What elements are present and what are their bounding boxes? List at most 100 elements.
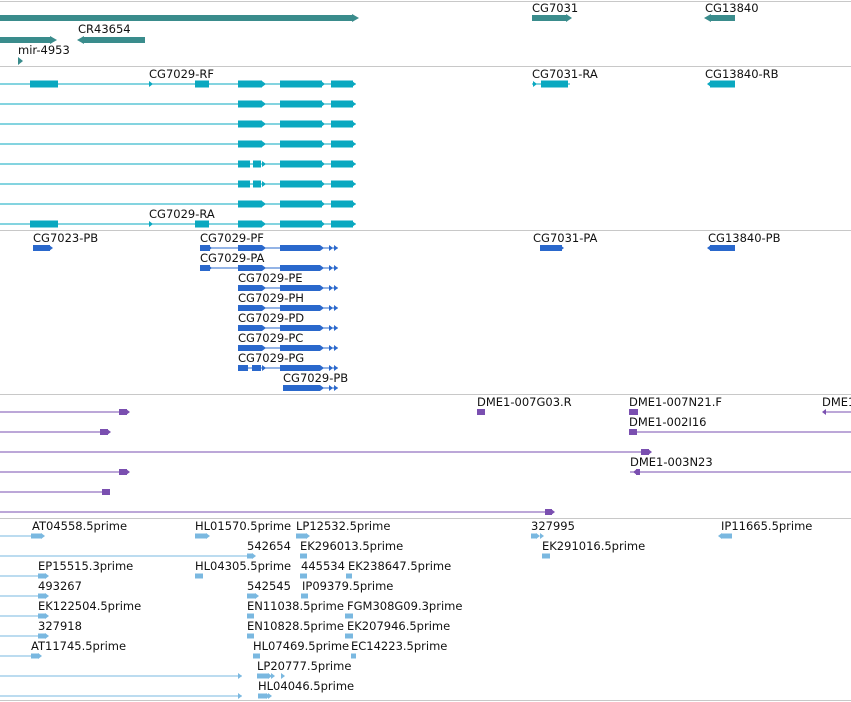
clone-end[interactable] (641, 449, 649, 455)
clone-end[interactable] (636, 469, 640, 475)
gene-feature-cg7029[interactable] (0, 15, 354, 21)
protein-block[interactable] (200, 265, 210, 271)
strand-arrow (206, 533, 210, 539)
transcript-exon[interactable] (238, 160, 250, 168)
transcript-exon[interactable] (238, 220, 262, 228)
protein-block[interactable] (33, 245, 50, 251)
est-block[interactable] (38, 573, 46, 579)
strand-arrow (238, 673, 242, 679)
protein-block[interactable] (238, 365, 248, 371)
protein-block[interactable] (238, 265, 262, 271)
transcript-exon[interactable] (541, 80, 568, 88)
transcript-exon[interactable] (331, 160, 353, 168)
protein-block[interactable] (200, 245, 210, 251)
est-block[interactable] (247, 593, 256, 599)
protein-block[interactable] (238, 325, 262, 331)
clone-end[interactable] (119, 469, 127, 475)
est-block[interactable] (301, 593, 308, 599)
transcript-exon[interactable] (195, 80, 209, 88)
transcript-exon[interactable] (253, 180, 261, 188)
protein-block[interactable] (710, 245, 735, 251)
transcript-exon[interactable] (238, 180, 250, 188)
est-block[interactable] (247, 613, 254, 619)
transcript-exon[interactable] (710, 80, 735, 88)
gene-feature-cg13840[interactable] (710, 15, 735, 21)
est-block[interactable] (195, 533, 207, 539)
transcript-exon[interactable] (280, 200, 322, 208)
transcript-exon[interactable] (331, 180, 353, 188)
transcript-exon[interactable] (280, 80, 322, 88)
gene-feature-cr43654[interactable] (82, 37, 145, 43)
gene-feature-mir-4953[interactable] (18, 57, 23, 65)
est-block[interactable] (351, 653, 356, 659)
protein-block[interactable] (238, 345, 262, 351)
clone-end[interactable] (545, 509, 552, 515)
est-block[interactable] (721, 533, 732, 539)
transcript-exon[interactable] (238, 200, 262, 208)
transcript-exon[interactable] (331, 220, 353, 228)
transcript-exon[interactable] (280, 220, 322, 228)
est-block[interactable] (258, 693, 267, 699)
protein-block[interactable] (540, 245, 562, 251)
protein-block[interactable] (280, 285, 320, 291)
est-block[interactable] (531, 533, 537, 539)
est-block[interactable] (345, 633, 353, 639)
protein-block[interactable] (280, 365, 320, 371)
clone-end[interactable] (119, 409, 127, 415)
protein-block[interactable] (280, 325, 320, 331)
est-block[interactable] (195, 573, 203, 579)
transcript-exon[interactable] (280, 160, 322, 168)
gene-feature-left[interactable] (0, 37, 52, 43)
transcript-exon[interactable] (331, 140, 353, 148)
protein-block[interactable] (238, 285, 262, 291)
clone-end[interactable] (102, 489, 110, 495)
transcript-exon[interactable] (195, 220, 209, 228)
transcript-exon[interactable] (331, 200, 353, 208)
protein-block[interactable] (238, 305, 262, 311)
transcript-exon[interactable] (280, 100, 322, 108)
transcript-exon[interactable] (280, 140, 322, 148)
transcript-exon[interactable] (30, 220, 58, 228)
clone-end[interactable] (100, 429, 108, 435)
protein-block[interactable] (238, 245, 262, 251)
est-block[interactable] (346, 573, 352, 579)
est-block[interactable] (31, 533, 42, 539)
est-block[interactable] (300, 573, 307, 579)
est-block[interactable] (38, 633, 46, 639)
est-block[interactable] (38, 613, 46, 619)
est-block[interactable] (257, 673, 269, 679)
gene-feature-cg7031[interactable] (532, 15, 567, 21)
clone-end[interactable] (629, 409, 638, 415)
transcript-exon[interactable] (280, 180, 322, 188)
strand-arrow (321, 201, 325, 207)
protein-block[interactable] (280, 245, 320, 251)
protein-block[interactable] (280, 305, 320, 311)
transcript-exon[interactable] (331, 120, 353, 128)
transcript-exon[interactable] (30, 80, 58, 88)
strand-arrow (334, 245, 338, 251)
protein-block[interactable] (280, 345, 320, 351)
clone-end[interactable] (477, 409, 485, 415)
transcript-exon[interactable] (253, 160, 261, 168)
est-block[interactable] (247, 553, 253, 559)
transcript-exon[interactable] (331, 80, 353, 88)
transcript-exon[interactable] (238, 120, 262, 128)
est-block[interactable] (296, 533, 307, 539)
est-block[interactable] (345, 613, 353, 619)
transcript-exon[interactable] (238, 80, 262, 88)
protein-block[interactable] (283, 385, 320, 391)
est-block[interactable] (31, 653, 39, 659)
transcript-exon[interactable] (331, 100, 353, 108)
est-block[interactable] (542, 553, 550, 559)
est-block[interactable] (300, 553, 307, 559)
transcript-exon[interactable] (238, 140, 262, 148)
clone-end[interactable] (629, 429, 637, 435)
transcript-exon[interactable] (280, 120, 322, 128)
transcript-exon[interactable] (238, 100, 262, 108)
est-block[interactable] (253, 653, 260, 659)
strand-arrow (329, 265, 333, 271)
est-block[interactable] (247, 633, 254, 639)
protein-block[interactable] (280, 265, 320, 271)
protein-block[interactable] (252, 365, 261, 371)
est-block[interactable] (38, 593, 46, 599)
